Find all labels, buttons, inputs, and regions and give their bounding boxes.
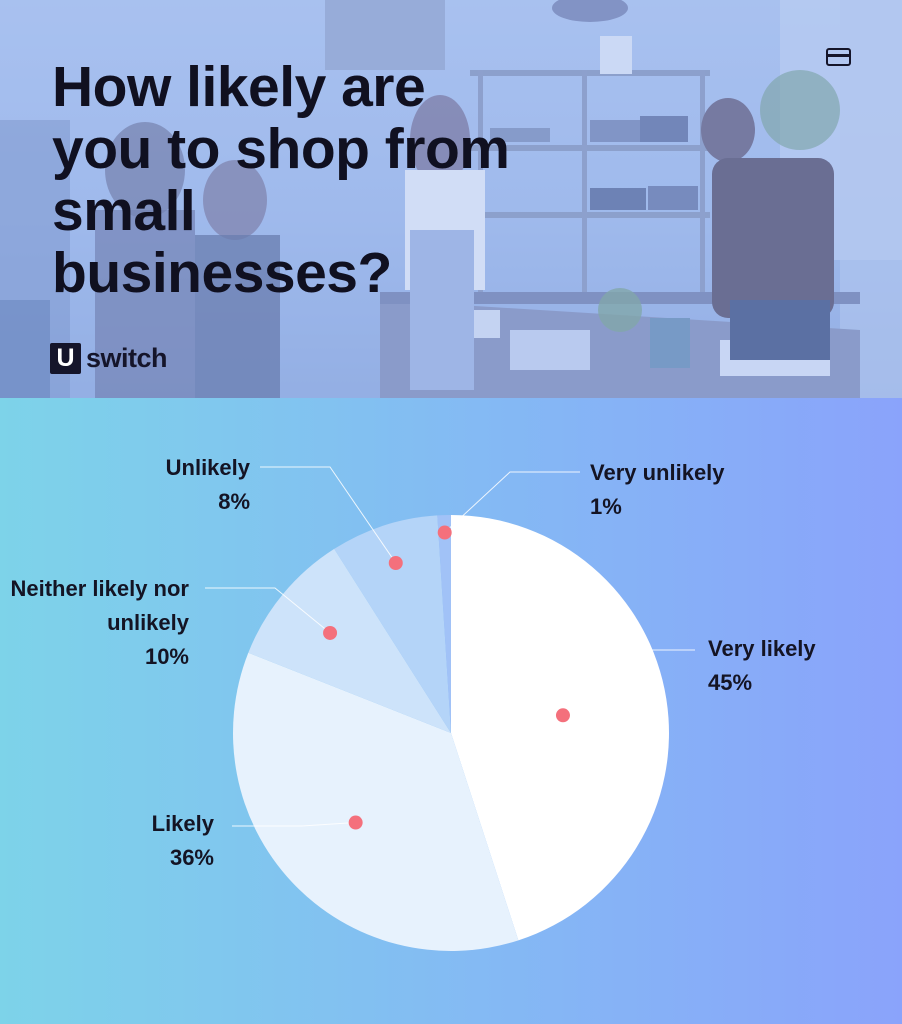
label-likely: Likely 36% xyxy=(152,807,214,875)
label-name: Likely xyxy=(151,811,214,836)
label-value: 10% xyxy=(144,644,189,669)
marker-dot-likely xyxy=(348,815,363,830)
pie-slice-unlikely xyxy=(334,515,451,733)
label-name: Unlikely xyxy=(165,455,250,480)
pie-chart xyxy=(205,466,695,951)
label-name: Neither likely nor unlikely xyxy=(10,576,189,635)
label-name: Very unlikely xyxy=(590,460,725,485)
label-very-likely: Very likely 45% xyxy=(708,632,816,700)
marker-dot-unlikely xyxy=(388,555,403,570)
label-value: 36% xyxy=(169,845,214,870)
marker-dot-neither-likely-nor-unlikely xyxy=(323,625,338,640)
logo-text: switch xyxy=(86,342,168,373)
shop-photo-illustration xyxy=(0,0,902,398)
uswitch-logo: U switch xyxy=(50,342,168,374)
leader-line-neither-likely-nor-unlikely xyxy=(205,587,331,634)
header-photo: How likely are you to shop from small bu… xyxy=(0,0,902,398)
label-name: Very likely xyxy=(708,636,816,661)
label-value: 8% xyxy=(218,489,250,514)
label-value: 1% xyxy=(590,494,622,519)
pie-slice-very-unlikely xyxy=(437,515,451,733)
chart-area: Very likely 45% Likely 36% Neither likel… xyxy=(0,398,902,1024)
marker-dot-very-unlikely xyxy=(437,525,452,540)
page-title: How likely are you to shop from small bu… xyxy=(52,55,510,305)
leader-line-likely xyxy=(232,822,356,827)
marker-dot-very-likely xyxy=(555,708,570,723)
leader-line-unlikely xyxy=(260,466,397,564)
pie-slice-neither-likely-nor-unlikely xyxy=(248,548,451,733)
label-value: 45% xyxy=(708,670,753,695)
label-unlikely: Unlikely 8% xyxy=(166,451,250,519)
label-neither: Neither likely nor unlikely 10% xyxy=(0,572,189,674)
logo-box: U xyxy=(50,342,81,374)
pie-slice-very-likely xyxy=(451,515,669,941)
label-very-unlikely: Very unlikely 1% xyxy=(590,456,725,524)
pie-slice-likely xyxy=(233,652,519,951)
leader-line-very-likely xyxy=(562,649,695,716)
leader-line-very-unlikely xyxy=(444,471,580,533)
card-icon xyxy=(826,48,851,71)
